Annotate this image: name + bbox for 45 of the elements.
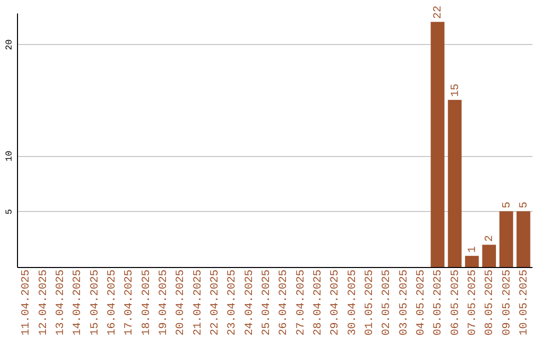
x-tick-label: 26.04.2025 bbox=[278, 270, 290, 336]
x-tick-label: 11.04.2025 bbox=[20, 270, 33, 336]
x-tick-label: 30.04.2025 bbox=[346, 270, 359, 336]
bar bbox=[516, 211, 530, 267]
x-tick-label: 02.05.2025 bbox=[381, 270, 394, 336]
y-tick-label: 10 bbox=[4, 150, 14, 162]
x-tick-label: 18.04.2025 bbox=[140, 270, 153, 336]
bar bbox=[430, 22, 444, 267]
bar bbox=[499, 211, 514, 267]
x-tick-label: 10.05.2025 bbox=[518, 270, 530, 336]
x-tick-label: 03.05.2025 bbox=[398, 270, 410, 336]
bar bbox=[465, 256, 479, 267]
data-label: 1 bbox=[466, 246, 479, 253]
x-tick-label: 04.05.2025 bbox=[415, 270, 428, 336]
x-tick-label: 14.04.2025 bbox=[72, 270, 84, 336]
data-label: 22 bbox=[432, 6, 445, 19]
x-tick-label: 09.05.2025 bbox=[501, 270, 514, 336]
bar bbox=[482, 244, 496, 267]
x-tick-label: 07.05.2025 bbox=[466, 270, 479, 336]
x-tick-label: 29.04.2025 bbox=[330, 270, 342, 336]
y-tick-label: 5 bbox=[4, 209, 14, 214]
data-label: 5 bbox=[501, 202, 514, 208]
x-tick-label: 01.05.2025 bbox=[364, 270, 376, 336]
x-tick-label: 22.04.2025 bbox=[209, 270, 222, 336]
x-tick-label: 23.04.2025 bbox=[226, 270, 239, 336]
x-tick-label: 24.04.2025 bbox=[244, 270, 256, 336]
x-tick-label: 08.05.2025 bbox=[484, 270, 496, 336]
x-tick-label: 05.05.2025 bbox=[432, 270, 445, 336]
x-tick-label: 12.04.2025 bbox=[38, 270, 50, 336]
bar bbox=[448, 100, 462, 267]
x-tick-label: 06.05.2025 bbox=[450, 270, 462, 336]
data-label: 5 bbox=[518, 202, 530, 208]
x-tick-label: 21.04.2025 bbox=[192, 270, 204, 336]
x-tick-label: 16.04.2025 bbox=[106, 270, 118, 336]
x-tick-label: 25.04.2025 bbox=[260, 270, 273, 336]
data-label: 2 bbox=[484, 235, 496, 242]
data-label: 15 bbox=[450, 84, 462, 97]
x-tick-label: 19.04.2025 bbox=[158, 270, 170, 336]
x-tick-label: 20.04.2025 bbox=[175, 270, 188, 336]
y-tick-label: 20 bbox=[4, 39, 14, 50]
x-tick-label: 28.04.2025 bbox=[312, 270, 324, 336]
x-tick-label: 27.04.2025 bbox=[295, 270, 308, 336]
x-tick-label: 13.04.2025 bbox=[54, 270, 67, 336]
x-tick-label: 17.04.2025 bbox=[124, 270, 136, 336]
x-tick-label: 15.04.2025 bbox=[89, 270, 102, 336]
